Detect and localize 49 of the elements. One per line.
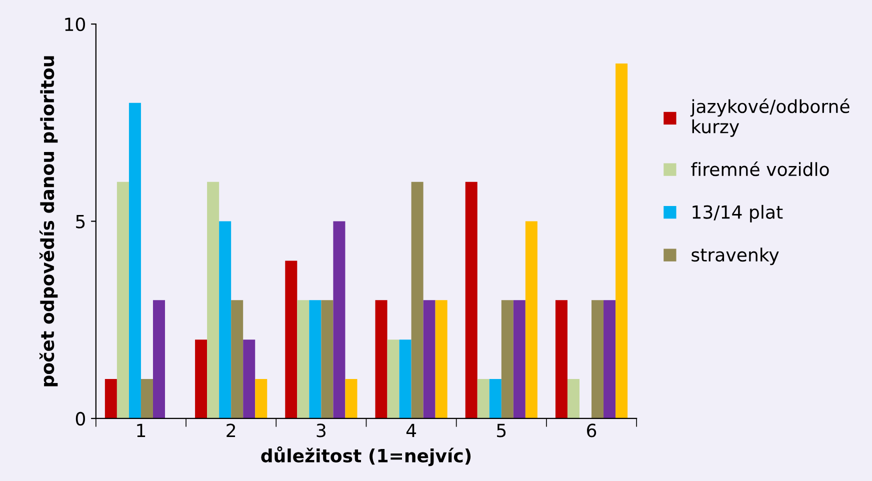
- bar: [616, 63, 628, 418]
- bar: [309, 300, 322, 418]
- bar: [321, 300, 334, 418]
- bar: [375, 300, 388, 418]
- legend-label: jazykové/odborné kurzy: [690, 98, 850, 137]
- bar: [555, 300, 568, 418]
- bar: [140, 379, 153, 418]
- bar: [513, 300, 526, 418]
- bar: [435, 300, 448, 418]
- bar: [285, 260, 298, 418]
- y-axis-title: počet odpovědís danou prioritou: [39, 56, 58, 386]
- bar: [592, 300, 604, 418]
- bar: [423, 300, 436, 418]
- bar: [152, 300, 165, 418]
- bar: [477, 379, 490, 418]
- bar: [489, 379, 502, 418]
- legend-label: firemné vozidlo: [691, 161, 829, 176]
- x-tick-label: 2: [226, 424, 236, 438]
- x-tick-label: 5: [497, 424, 506, 438]
- bar: [116, 182, 129, 418]
- bar: [465, 182, 478, 418]
- bar: [219, 221, 232, 418]
- bar: [604, 300, 616, 418]
- y-tick-label: 10: [65, 18, 85, 32]
- bar: [525, 221, 538, 418]
- bar: [231, 300, 244, 418]
- bar: [345, 379, 358, 418]
- bar: [333, 221, 346, 418]
- x-tick-label: 3: [316, 424, 326, 438]
- bar: [128, 102, 141, 418]
- bar: [411, 182, 424, 418]
- bar: [567, 379, 580, 418]
- bar: [195, 340, 208, 418]
- x-tick-label: 6: [587, 424, 596, 438]
- legend-label: stravenky: [692, 248, 779, 266]
- bar: [255, 379, 268, 418]
- x-axis-title: důležitost (1=nejvíc): [261, 446, 471, 466]
- bar: [399, 340, 412, 418]
- bar: [297, 300, 310, 418]
- bar: [243, 340, 256, 418]
- bar: [104, 379, 117, 418]
- y-tick-label: 0: [76, 412, 85, 426]
- legend-label: 13/14 plat: [692, 204, 783, 222]
- bar: [207, 182, 220, 418]
- y-tick-label: 5: [76, 214, 85, 228]
- x-tick-label: 1: [137, 424, 146, 438]
- bar: [501, 300, 514, 418]
- bar: [387, 340, 400, 418]
- x-tick-label: 4: [406, 424, 416, 438]
